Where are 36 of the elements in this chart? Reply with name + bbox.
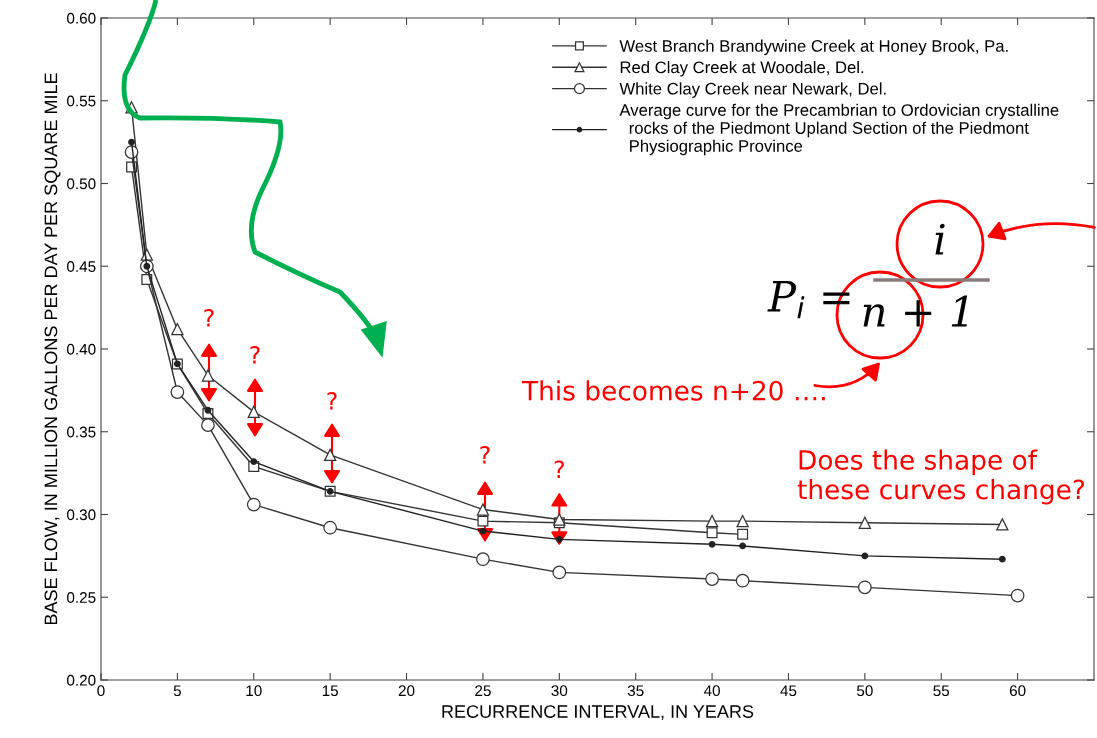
- x-tick-label: 60: [1009, 685, 1026, 697]
- annotation: i: [935, 223, 945, 255]
- legend-label: White Clay Creek near Newark, Del.: [619, 82, 886, 98]
- x-tick-label: 50: [856, 685, 873, 697]
- y-tick-label: 0.45: [67, 261, 96, 272]
- annotation: ?: [204, 308, 214, 327]
- annotation: ?: [554, 460, 564, 478]
- x-tick-label: 55: [933, 685, 950, 697]
- legend-label: Average curve for the Precambrian to Ordovician crystalline rocks of the Piedmont Upland Section of the Piedmont Physiographic Province: [619, 103, 1059, 156]
- x-tick-label: 15: [322, 685, 339, 697]
- x-tick-label: 45: [780, 685, 797, 697]
- y-tick-label: 0.25: [67, 592, 96, 603]
- x-tick-label: 0: [97, 685, 105, 697]
- y-tick-label: 0.50: [67, 178, 96, 190]
- legend-label: Red Clay Creek at Woodale, Del.: [620, 60, 864, 77]
- x-tick-label: 35: [627, 685, 644, 697]
- x-tick-label: 25: [475, 685, 491, 697]
- y-tick-label: 0.35: [67, 426, 96, 438]
- x-tick-label: 5: [173, 685, 181, 697]
- annotation: ?: [480, 445, 490, 464]
- x-tick-label: 10: [246, 685, 262, 697]
- annotation: ?: [327, 391, 337, 410]
- x-tick-label: 40: [703, 685, 720, 697]
- y-tick-label: 0.30: [67, 509, 96, 521]
- annotation: ?: [250, 345, 260, 364]
- annotation: This becomes n+20 ….: [521, 380, 825, 401]
- legend-label: West Branch Brandywine Creek at Honey Brook, Pa.: [619, 39, 1008, 56]
- y-tick-label: 0.60: [67, 12, 96, 24]
- x-axis-title: RECURRENCE INTERVAL, IN YEARS: [442, 705, 754, 721]
- y-axis-title: BASE FLOW, IN MILLION GALLONS PER DAY PER SQUARE MILE: [44, 73, 61, 625]
- y-tick-label: 0.55: [67, 95, 96, 107]
- x-tick-label: 20: [398, 685, 415, 697]
- y-tick-label: 0.40: [67, 343, 96, 355]
- y-tick-label: 0.20: [67, 674, 96, 686]
- annotation: Does the shape of these curves change?: [797, 449, 1085, 505]
- x-tick-label: 30: [551, 685, 568, 697]
